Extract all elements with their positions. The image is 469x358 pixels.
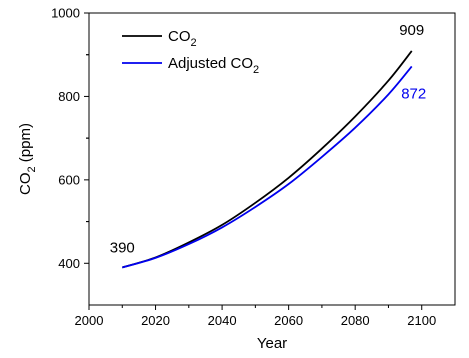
- y-tick-label-800: 800: [58, 89, 80, 104]
- legend-label-co2: CO2: [168, 28, 197, 49]
- legend-label-adjusted-main: Adjusted CO: [168, 55, 253, 72]
- x-tick-label-2040: 2040: [208, 313, 237, 328]
- legend-label-adjusted-co2: Adjusted CO2: [168, 55, 259, 76]
- series-line-co2: [122, 50, 413, 269]
- plot-frame: [88, 12, 456, 306]
- series-lines: [122, 50, 413, 269]
- legend: CO2 Adjusted CO2: [122, 28, 259, 76]
- y-tick-label-1000: 1000: [51, 6, 80, 21]
- annotation-start-value: 390: [110, 239, 135, 256]
- series-line-adjusted-co2: [122, 65, 413, 269]
- y-axis-title-unit: (ppm): [17, 123, 34, 166]
- x-tick-label-2080: 2080: [341, 313, 370, 328]
- legend-label-co2-main: CO: [168, 28, 191, 45]
- y-tick-label-600: 600: [58, 172, 80, 187]
- y-tick-label-400: 400: [58, 256, 80, 271]
- annotation-end-co2-value: 909: [399, 22, 424, 39]
- y-axis-title-sub: 2: [26, 166, 38, 172]
- x-tick-label-2020: 2020: [141, 313, 170, 328]
- x-tick-label-2100: 2100: [407, 313, 436, 328]
- legend-label-co2-sub: 2: [191, 37, 197, 49]
- legend-label-adjusted-sub: 2: [253, 64, 259, 76]
- y-axis-title-main: CO: [17, 172, 34, 195]
- x-tick-label-2060: 2060: [274, 313, 303, 328]
- x-axis-title: Year: [257, 335, 287, 352]
- y-axis-title: CO2 (ppm): [17, 123, 38, 195]
- x-tick-label-2000: 2000: [75, 313, 104, 328]
- axis-ticks: 2000 2020 2040 2060 2080 2100 400 600 800 1000: [51, 6, 436, 329]
- annotation-end-adjusted-value: 872: [401, 85, 426, 102]
